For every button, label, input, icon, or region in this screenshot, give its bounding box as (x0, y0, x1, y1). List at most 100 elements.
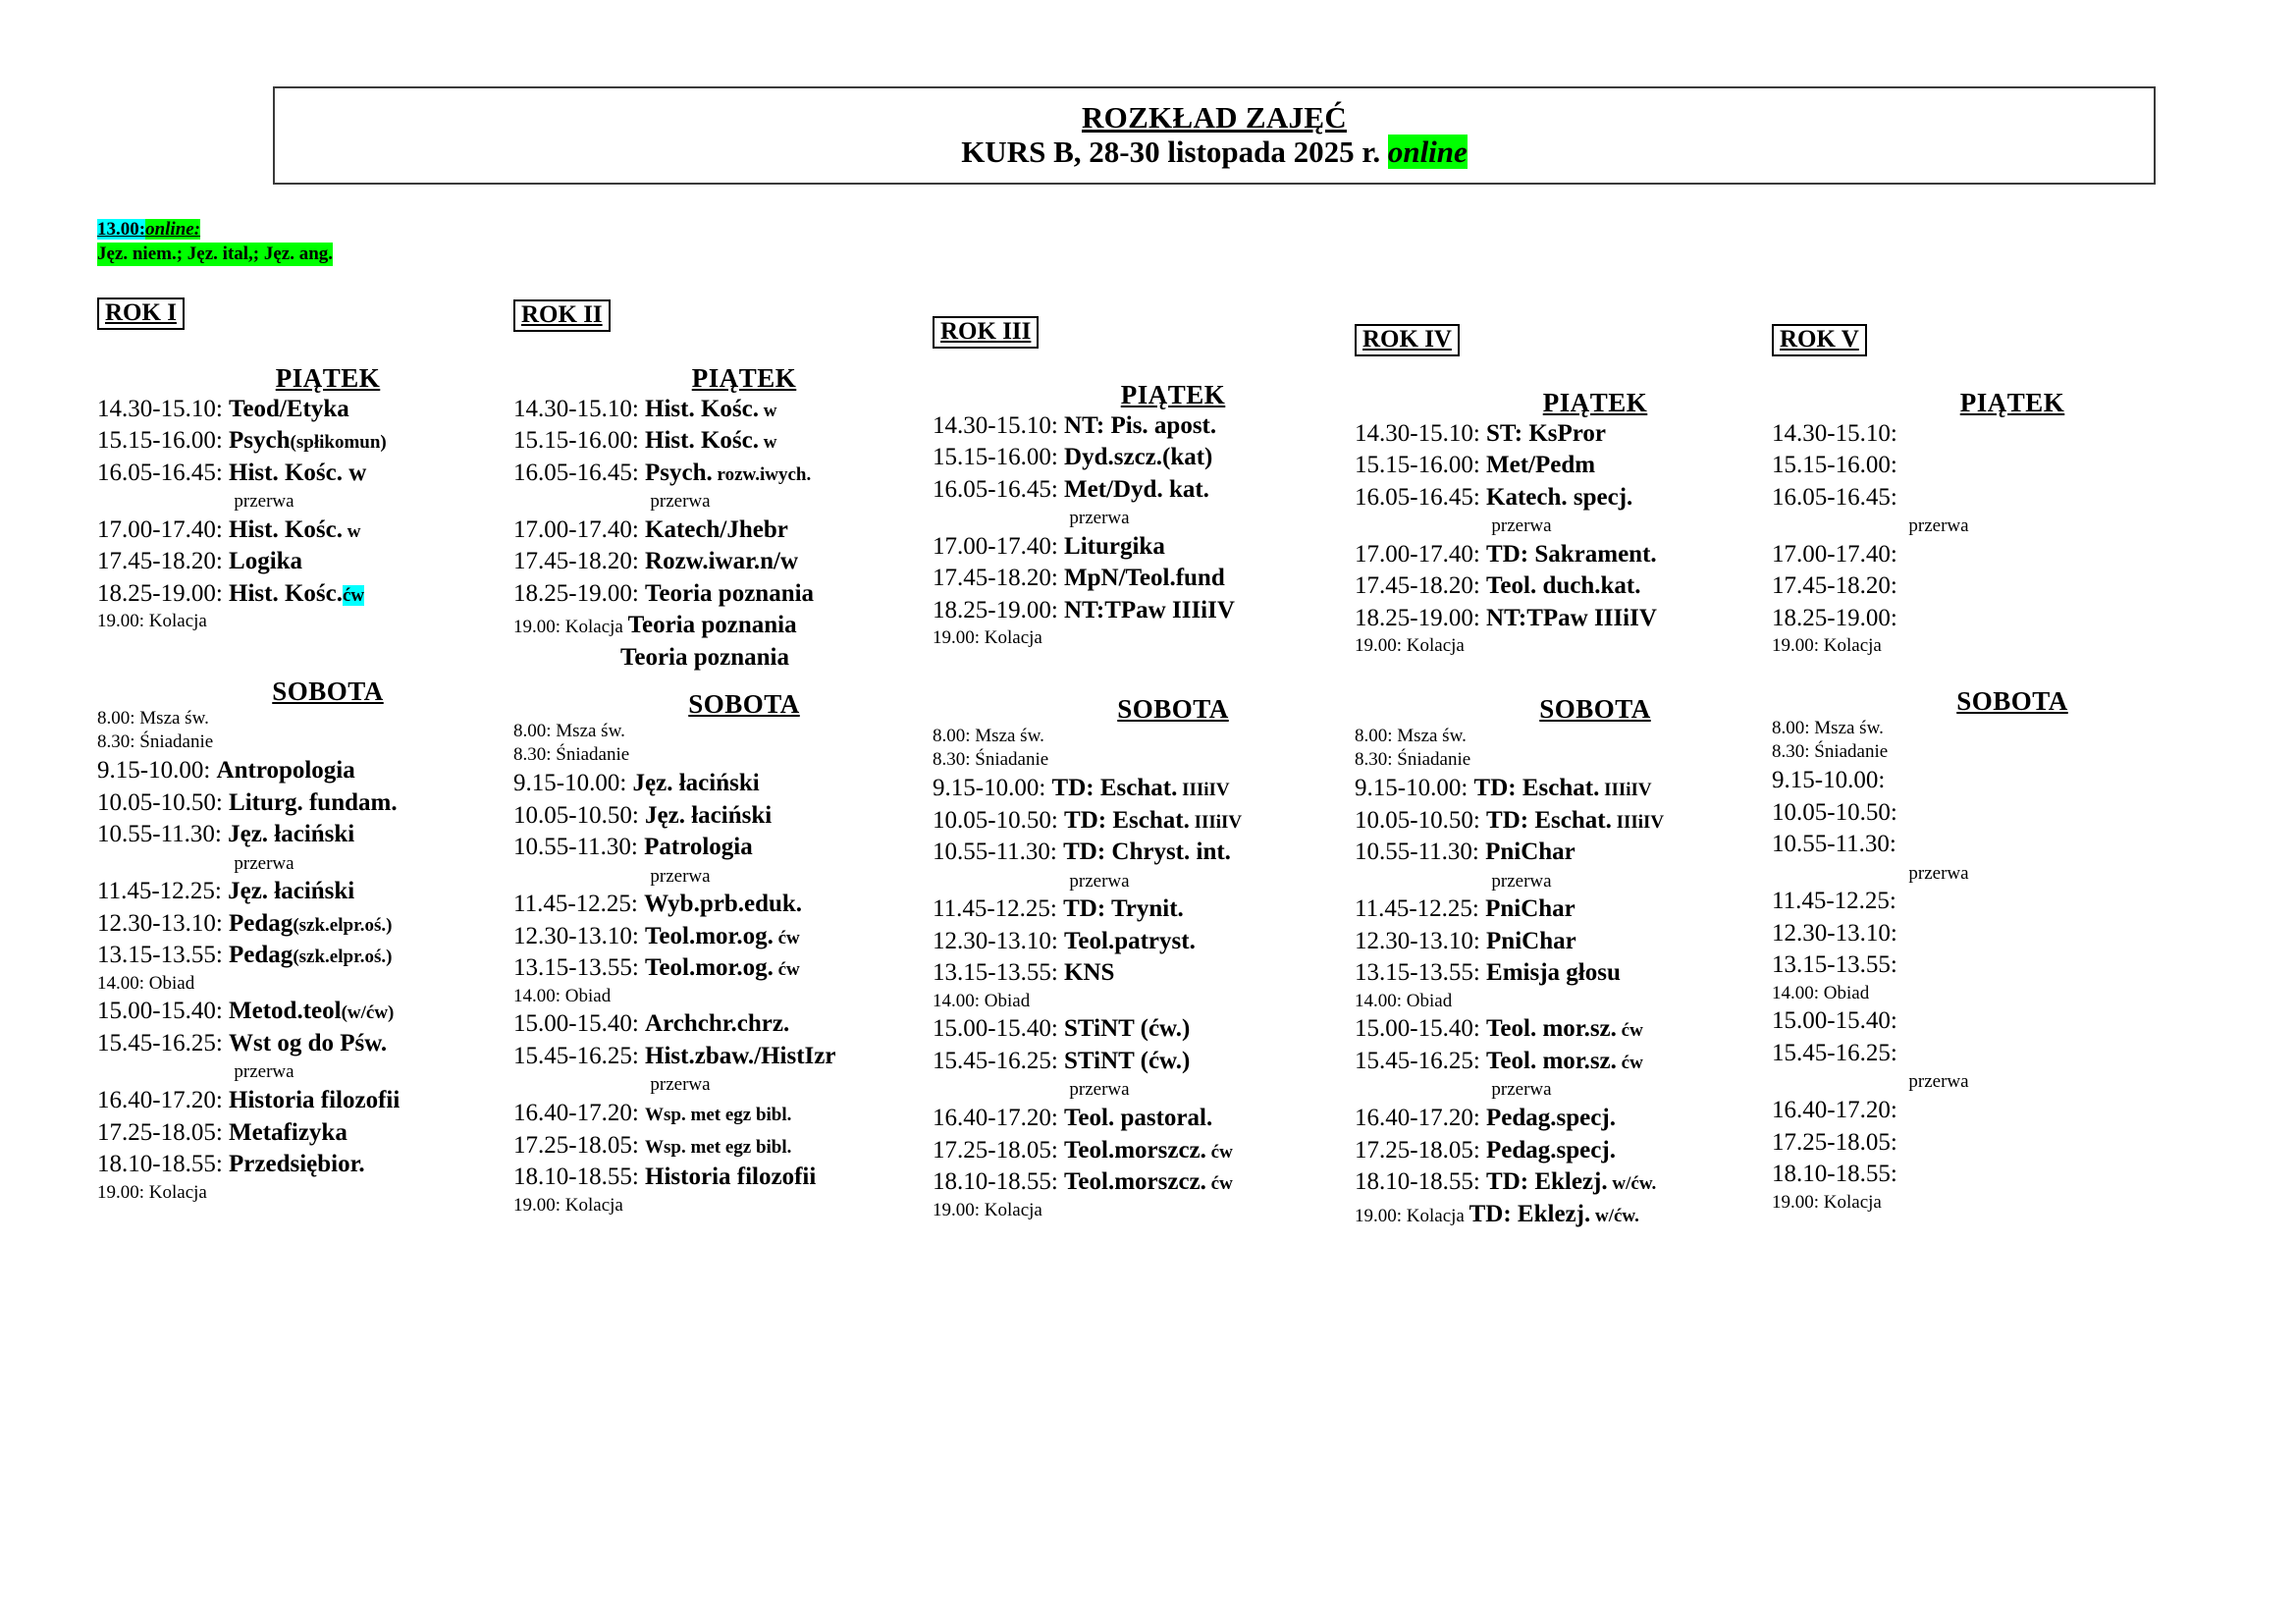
schedule-row: 12.30-13.10: Teol.patryst. (933, 926, 1355, 958)
slot-time: 18.25-19.00: (97, 579, 223, 607)
slot-subject: PniChar (1485, 895, 1575, 923)
slot-subject: Met/Pedm (1486, 452, 1596, 479)
schedule-row: 14.30-15.10: NT: Pis. apost. (933, 410, 1355, 443)
schedule-row: 16.05-16.45: Hist. Kośc. w (97, 458, 519, 490)
slot-subject: Metod.teol (229, 998, 342, 1025)
schedule-row: 15.45-16.25: STiNT (ćw.) (933, 1046, 1355, 1078)
slot-subject: TD: Eklezj. (1486, 1168, 1608, 1196)
schedule-row: 15.15-16.00: Psych(spłikomun) (97, 425, 519, 458)
schedule-row: 17.00-17.40: Katech/Jhebr (513, 514, 935, 547)
note-mode: online: (145, 219, 201, 240)
slot-time: 14.30-15.10: (513, 395, 639, 422)
continuation-row: Teoria poznania (619, 643, 790, 671)
schedule-row: 18.25-19.00: NT:TPaw IIIiIV (933, 595, 1355, 627)
meal-row: 8.00: Msza św. (97, 707, 519, 731)
slot-subject: Katech/Jhebr (645, 515, 788, 543)
slot-subject: Teol. mor.sz. (1486, 1047, 1617, 1074)
slot-subject-note: IIIiIV (1189, 811, 1243, 833)
year-badge: ROK IV (1355, 324, 1460, 357)
schedule-row: 14.30-15.10: Hist. Kośc. w (513, 394, 935, 426)
schedule-row: 15.15-16.00: Met/Pedm (1355, 450, 1777, 482)
meal-row: 19.00: Kolacja (97, 610, 519, 634)
slot-subject: KNS (1064, 959, 1115, 987)
slot-time: 15.00-15.40: (1355, 1015, 1480, 1043)
slot-time: 17.45-18.20: (1355, 572, 1480, 600)
slot-subject: Emisja głosu (1486, 959, 1621, 987)
meal-row: 8.30: Śniadanie (97, 731, 519, 755)
schedule-row: 10.55-11.30: (1772, 829, 2194, 861)
slot-subject-note-highlight: ćw (343, 584, 365, 606)
meal-label: 19.00: Kolacja (513, 617, 623, 638)
schedule-row: 9.15-10.00: (1772, 765, 2194, 797)
schedule-row: 16.40-17.20: Pedag.specj. (1355, 1103, 1777, 1135)
slot-time: 15.45-16.25: (513, 1042, 639, 1069)
schedule-row: 18.25-19.00: Teoria poznania (513, 578, 935, 611)
meal-label: 14.00: Obiad (1772, 982, 1870, 1003)
slot-subject: Pedag (229, 942, 294, 969)
friday-block: PIĄTEK 14.30-15.10: 15.15-16.00: 16.05-16.4… (1772, 388, 2194, 659)
schedule-row: 18.10-18.55: Przedsiębior. (97, 1149, 519, 1181)
slot-subject: Metafizyka (229, 1118, 347, 1146)
friday-heading: PIĄTEK (1959, 388, 2065, 417)
meal-label: 19.00: Kolacja (1355, 635, 1465, 657)
slot-time: 14.30-15.10: (97, 395, 223, 422)
meal-label: 19.00: Kolacja (513, 1194, 623, 1216)
meal-row: 19.00: Kolacja (933, 626, 1355, 651)
slot-subject: Psych. (645, 459, 713, 486)
schedule-row: 15.15-16.00: (1772, 450, 2194, 482)
meal-row: 14.00: Obiad (1355, 990, 1777, 1014)
slot-subject-note: IIIiIV (1599, 780, 1652, 801)
slot-subject: Antropologia (216, 757, 355, 785)
schedule-row: 14.30-15.10: Teod/Etyka (97, 394, 519, 426)
slot-subject: Liturg. fundam. (229, 788, 398, 816)
break-row: przerwa (1491, 1079, 1552, 1101)
break-row: przerwa (1069, 870, 1130, 892)
slot-time: 15.45-16.25: (97, 1029, 223, 1056)
slot-time: 14.30-15.10: (1772, 419, 1897, 447)
schedule-row: 15.45-16.25: Hist.zbaw./HistIzr (513, 1041, 935, 1073)
slot-subject: STiNT (ćw.) (1064, 1015, 1191, 1043)
schedule-row: 17.00-17.40: (1772, 539, 2194, 571)
schedule-row: 17.00-17.40: Hist. Kośc. w (97, 514, 519, 547)
slot-time: 18.10-18.55: (1355, 1168, 1480, 1196)
slot-time: 16.05-16.45: (513, 459, 639, 486)
schedule-row: 10.05-10.50: Jęz. łaciński (513, 800, 935, 833)
slot-subject: Logika (229, 548, 303, 575)
schedule-row: 17.25-18.05: (1772, 1127, 2194, 1160)
slot-subject: Teod/Etyka (229, 395, 349, 422)
schedule-row: 15.00-15.40: STiNT (ćw.) (933, 1013, 1355, 1046)
slot-subject: Wsp. met egz bibl. (645, 1136, 792, 1158)
slot-subject: Hist. Kośc. (645, 427, 759, 455)
slot-subject: Katech. specj. (1486, 483, 1633, 511)
slot-subject: Teol. pastoral. (1064, 1105, 1213, 1132)
meal-label: 14.00: Obiad (513, 985, 612, 1006)
meal-row: 14.00: Obiad (97, 972, 519, 997)
slot-time: 12.30-13.10: (1355, 927, 1480, 954)
slot-subject-note: w/ćw. (1607, 1173, 1657, 1195)
schedule-row: 17.25-18.05: Teol.morszcz. ćw (933, 1135, 1355, 1167)
meal-row: 8.00: Msza św. (513, 720, 935, 744)
meal-row: 19.00: Kolacja (97, 1181, 519, 1206)
schedule-row: 10.05-10.50: (1772, 797, 2194, 830)
slot-subject-note: ćw (1616, 1020, 1643, 1042)
meal-row: 8.30: Śniadanie (513, 743, 935, 768)
schedule-row: 15.15-16.00: Dyd.szcz.(kat) (933, 442, 1355, 474)
slot-subject: Historia filozofii (645, 1164, 817, 1191)
year-badge-wrap: ROK II (513, 299, 611, 333)
schedule-row: 17.45-18.20: MpN/Teol.fund (933, 563, 1355, 595)
meal-label: 8.00: Msza św. (1772, 717, 1884, 738)
slot-subject: PniChar (1486, 927, 1576, 954)
schedule-row: 17.45-18.20: (1772, 570, 2194, 603)
subtitle-text: KURS B, 28-30 listopada 2025 r. (961, 135, 1381, 169)
slot-time: 10.55-11.30: (513, 834, 638, 861)
slot-subject-note: ćw (1616, 1052, 1643, 1073)
saturday-block: SOBOTA 8.00: Msza św. 8.30: Śniadanie 9.15-… (513, 689, 935, 1218)
schedule-row: 11.45-12.25: PniChar (1355, 893, 1777, 926)
slot-subject: Hist. Kośc. (645, 395, 759, 422)
saturday-heading: SOBOTA (1539, 694, 1651, 724)
slot-time: 17.00-17.40: (513, 515, 639, 543)
saturday-block: SOBOTA 8.00: Msza św. 8.30: Śniadanie 9.15-… (1355, 694, 1777, 1230)
slot-time: 10.05-10.50: (97, 788, 223, 816)
slot-subject: TD: Sakrament. (1486, 540, 1657, 568)
slot-time: 16.05-16.45: (933, 475, 1058, 503)
